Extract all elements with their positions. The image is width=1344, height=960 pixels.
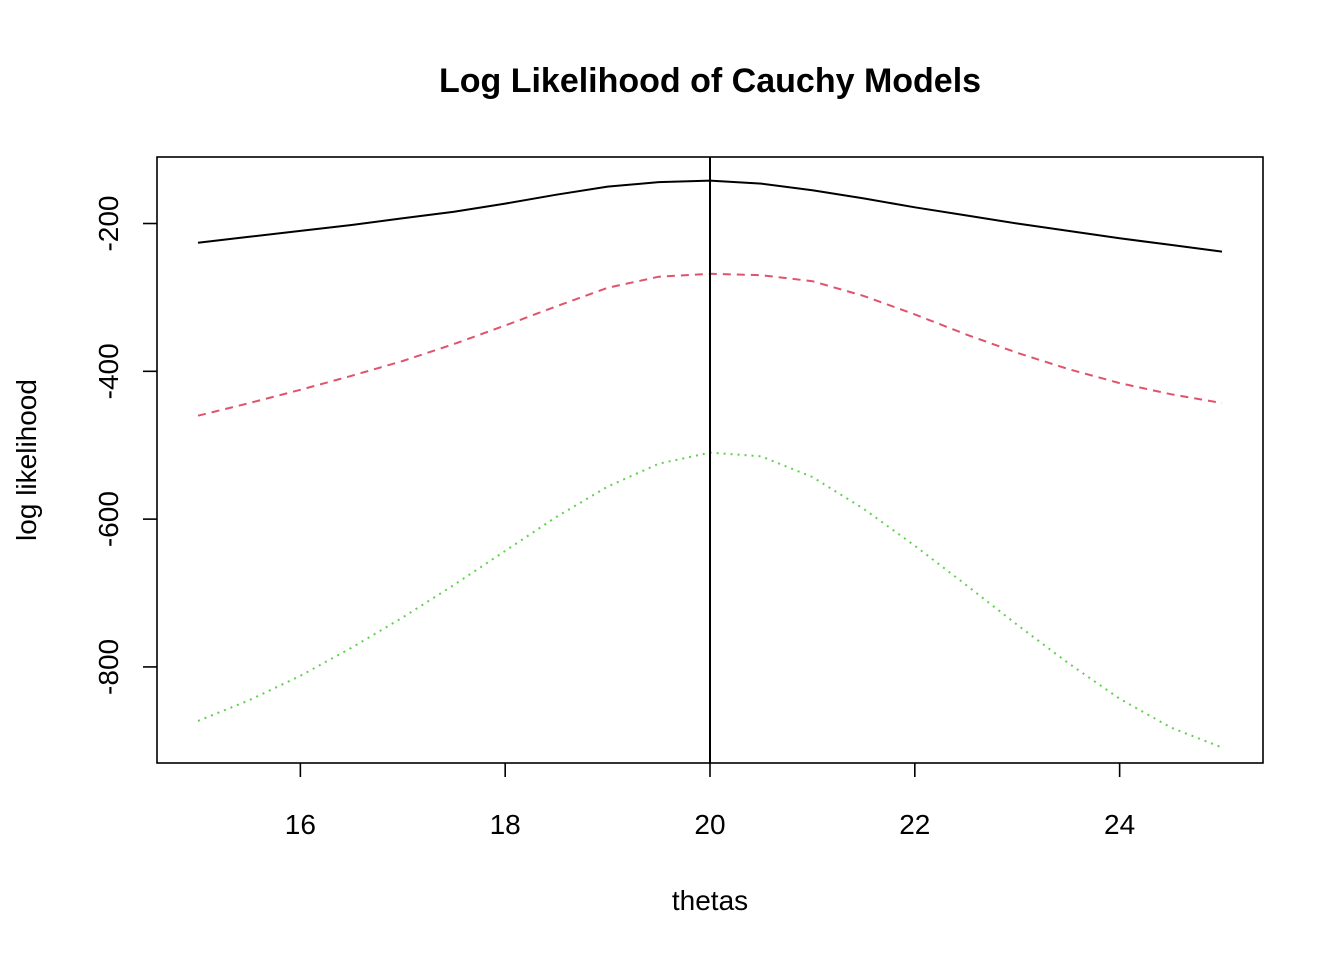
y-tick-label: -400 [93, 343, 124, 399]
x-tick-label: 20 [694, 809, 725, 840]
x-tick-label: 18 [490, 809, 521, 840]
x-axis: 16 18 20 22 24 [285, 763, 1135, 840]
y-axis: -200 -400 -600 -800 [93, 195, 157, 695]
x-tick-label: 24 [1104, 809, 1135, 840]
x-tick-label: 22 [899, 809, 930, 840]
y-axis-label: log likelihood [11, 379, 42, 541]
x-axis-label: thetas [672, 885, 748, 916]
y-tick-label: -600 [93, 491, 124, 547]
y-tick-label: -200 [93, 195, 124, 251]
chart-title: Log Likelihood of Cauchy Models [439, 62, 981, 100]
x-tick-label: 16 [285, 809, 316, 840]
y-tick-label: -800 [93, 639, 124, 695]
